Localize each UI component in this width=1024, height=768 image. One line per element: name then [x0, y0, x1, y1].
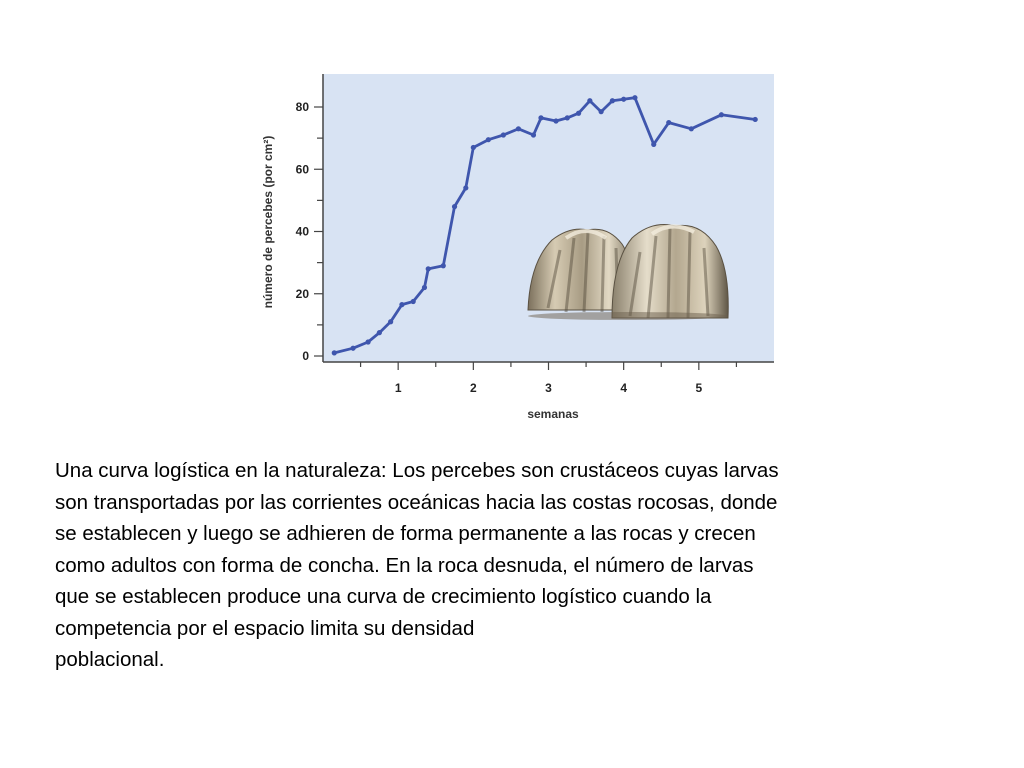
data-point: [470, 144, 476, 151]
data-point: [575, 110, 582, 116]
y-axis-title: número de percebes (por cm²): [261, 136, 275, 309]
data-point: [752, 116, 758, 123]
y-tick-label: 20: [296, 287, 310, 301]
x-tick-label: 3: [545, 381, 552, 395]
caption-line: poblacional.: [55, 648, 165, 671]
caption-line: Una curva logística en la naturaleza: Lo…: [55, 459, 779, 482]
x-tick-label: 1: [395, 381, 402, 395]
data-point: [500, 132, 506, 138]
data-point: [688, 126, 694, 132]
data-points: [331, 95, 758, 356]
data-point: [421, 284, 428, 291]
data-point: [485, 137, 491, 143]
barnacle-illustration: [527, 224, 729, 320]
data-point: [365, 339, 371, 345]
data-point: [621, 96, 627, 102]
axes: [314, 74, 774, 370]
caption-line: son transportadas por las corrientes oce…: [55, 490, 778, 514]
plot-area: [323, 74, 774, 362]
tick-labels: 0 20 40 60 80 1 2 3 4 5: [296, 100, 703, 395]
data-point: [666, 119, 672, 126]
data-point: [651, 141, 657, 147]
x-tick-label: 2: [470, 381, 477, 395]
y-tick-label: 80: [296, 100, 310, 114]
caption-line: como adultos con forma de concha. En la …: [55, 553, 754, 577]
data-point: [553, 118, 559, 124]
data-point: [376, 330, 382, 336]
data-point: [564, 115, 570, 121]
barnacle-growth-chart: 0 20 40 60 80 1 2 3 4 5 semanas número de percebe…: [261, 74, 774, 421]
data-point: [587, 98, 593, 104]
data-point: [425, 266, 431, 272]
data-point: [451, 204, 458, 210]
caption-line: se establecen y luego se adhieren de for…: [55, 522, 756, 545]
caption-line: que se establecen produce una curva de c…: [55, 585, 712, 608]
y-tick-label: 40: [296, 225, 310, 239]
x-tick-label: 4: [620, 381, 627, 395]
x-tick-label: 5: [695, 381, 702, 395]
data-point: [463, 185, 469, 191]
data-point: [530, 132, 537, 138]
data-point: [598, 109, 604, 115]
data-point: [538, 115, 544, 121]
data-point: [609, 98, 615, 104]
data-point: [515, 126, 522, 132]
y-tick-label: 60: [296, 162, 310, 176]
figure-caption: Una curva logística en la naturaleza: Lo…: [55, 455, 985, 676]
y-tick-label: 0: [302, 349, 309, 363]
data-point: [632, 95, 638, 101]
caption-line: competencia por el espacio limita su den…: [55, 616, 475, 640]
data-point: [718, 112, 724, 118]
data-point: [388, 319, 394, 325]
data-point: [350, 345, 356, 351]
data-point: [399, 302, 405, 308]
data-point: [410, 298, 416, 305]
data-point: [331, 350, 337, 356]
data-point: [440, 263, 446, 269]
x-axis-title: semanas: [527, 407, 579, 421]
